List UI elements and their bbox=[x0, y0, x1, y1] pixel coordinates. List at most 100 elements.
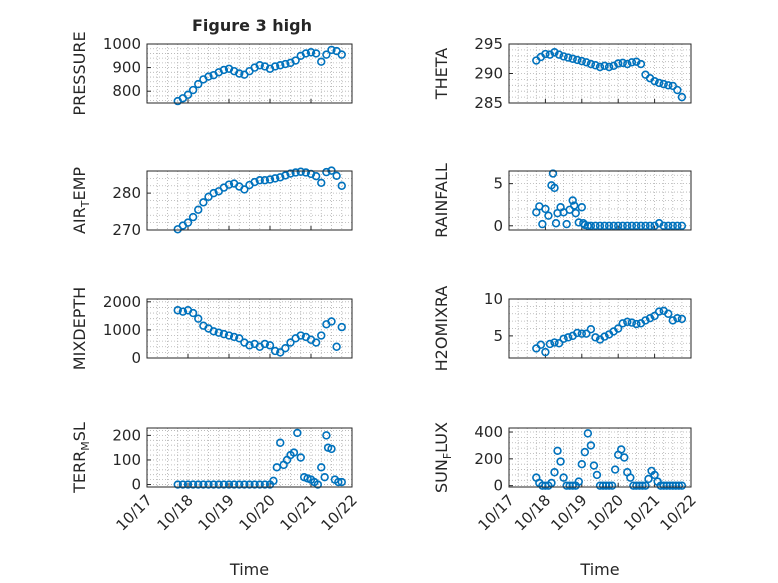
x-tick-label: 10/20 bbox=[236, 491, 279, 534]
data-point bbox=[554, 339, 564, 348]
data-point bbox=[313, 480, 323, 489]
data-point bbox=[240, 480, 249, 489]
data-point bbox=[591, 61, 600, 70]
data-point bbox=[586, 441, 596, 450]
data-point bbox=[562, 219, 571, 229]
x-axis-label: Time bbox=[229, 560, 269, 579]
data-point bbox=[260, 339, 270, 349]
data-point bbox=[636, 221, 646, 230]
y-tick-label: 200 bbox=[474, 450, 503, 468]
data-point bbox=[536, 340, 546, 349]
data-point bbox=[194, 79, 203, 89]
data-point bbox=[554, 50, 564, 59]
data-point bbox=[568, 196, 577, 205]
data-point bbox=[632, 57, 641, 66]
data-point bbox=[291, 168, 300, 177]
data-point bbox=[317, 331, 326, 340]
data-point bbox=[311, 171, 321, 181]
data-point bbox=[209, 480, 218, 489]
data-point bbox=[565, 205, 574, 214]
data-point bbox=[281, 59, 290, 69]
data-point bbox=[607, 481, 617, 490]
data-point bbox=[320, 472, 329, 482]
y-axis-label: SUNFLUX bbox=[432, 422, 454, 493]
data-point bbox=[550, 183, 559, 193]
data-point bbox=[219, 65, 229, 75]
data-point bbox=[659, 221, 668, 230]
data-point bbox=[293, 428, 302, 438]
data-point bbox=[623, 317, 632, 327]
data-point bbox=[677, 481, 687, 490]
data-point bbox=[327, 317, 336, 326]
y-tick-label: 100 bbox=[112, 451, 141, 469]
y-tick-label: 1000 bbox=[103, 35, 141, 53]
y-axis-label: TERRMSL bbox=[70, 422, 92, 494]
data-point bbox=[618, 319, 627, 328]
data-point bbox=[568, 54, 577, 63]
y-tick-label: 0 bbox=[493, 217, 503, 235]
data-point bbox=[627, 58, 637, 67]
data-point bbox=[235, 480, 244, 489]
data-point bbox=[209, 188, 218, 198]
plot-frame bbox=[508, 427, 692, 488]
data-point bbox=[577, 203, 586, 212]
data-point bbox=[571, 208, 580, 218]
data-point bbox=[600, 221, 609, 230]
data-point bbox=[188, 308, 198, 318]
y-tick-label: 285 bbox=[474, 94, 503, 112]
x-tick-label: 10/22 bbox=[657, 491, 700, 534]
data-point bbox=[573, 55, 582, 65]
y-tick-label: 280 bbox=[112, 184, 141, 202]
data-point bbox=[255, 480, 264, 489]
data-point bbox=[306, 48, 316, 57]
data-point bbox=[573, 328, 582, 338]
x-tick-label: 10/19 bbox=[195, 491, 238, 534]
data-point bbox=[327, 45, 336, 55]
data-point bbox=[553, 446, 562, 455]
data-point bbox=[265, 175, 275, 184]
plot-h2omixra: 5 10 H2OMIXRA bbox=[432, 286, 692, 371]
data-point bbox=[289, 448, 299, 457]
data-point bbox=[337, 477, 346, 487]
data-point bbox=[260, 176, 270, 185]
plot-rainfall: 0 5 RAINFALL bbox=[432, 163, 692, 238]
data-point bbox=[276, 61, 285, 70]
plot-air-temp: 270 280 AIRTEMP bbox=[70, 166, 353, 239]
data-point bbox=[250, 177, 259, 187]
data-point bbox=[334, 477, 343, 487]
data-point bbox=[311, 338, 321, 347]
data-point bbox=[194, 480, 203, 489]
data-point bbox=[204, 72, 213, 81]
data-point bbox=[322, 50, 331, 59]
data-point bbox=[618, 221, 627, 230]
y-tick-label: 5 bbox=[493, 327, 503, 345]
y-axis-label: AIRTEMP bbox=[70, 167, 92, 234]
data-point bbox=[654, 307, 664, 316]
data-point bbox=[291, 56, 300, 65]
x-axis-label: Time bbox=[579, 560, 619, 579]
data-point bbox=[650, 311, 659, 321]
plot-frame bbox=[508, 43, 692, 104]
data-point bbox=[311, 49, 321, 58]
data-point bbox=[551, 219, 561, 228]
data-point bbox=[550, 468, 559, 477]
y-tick-label: 2000 bbox=[103, 293, 141, 311]
data-point bbox=[673, 221, 682, 230]
data-point bbox=[322, 167, 331, 177]
figure-title: Figure 3 high bbox=[192, 16, 312, 35]
data-point bbox=[550, 48, 559, 57]
x-tick-label: 10/18 bbox=[511, 491, 554, 534]
data-point bbox=[173, 306, 182, 315]
data-point bbox=[194, 205, 203, 214]
x-tick-label: 10/20 bbox=[584, 491, 627, 534]
data-point bbox=[641, 221, 650, 230]
data-point bbox=[548, 169, 558, 178]
data-point bbox=[591, 333, 600, 342]
data-point bbox=[659, 79, 668, 89]
data-point bbox=[224, 180, 234, 189]
x-tick-label: 10/21 bbox=[620, 491, 663, 534]
data-point bbox=[281, 343, 290, 353]
data-point bbox=[235, 69, 244, 78]
